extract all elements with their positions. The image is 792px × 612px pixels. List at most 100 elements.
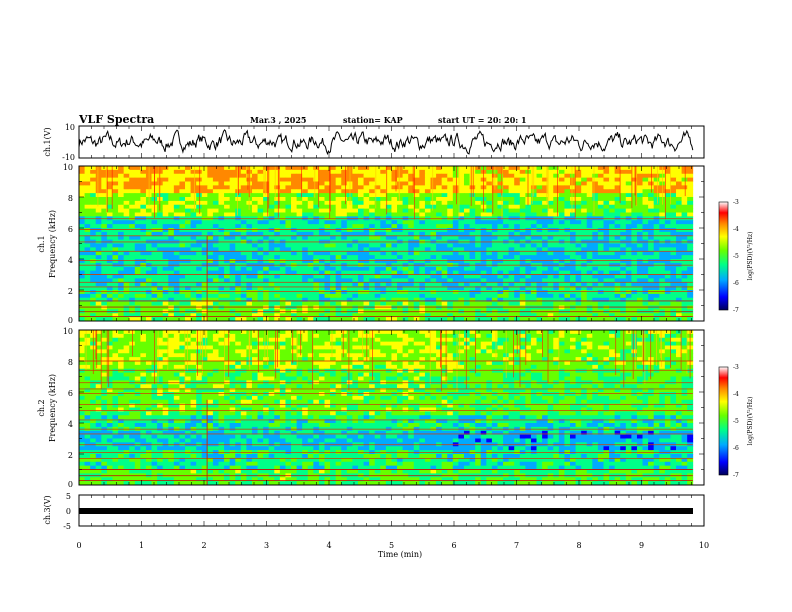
spec-cell: [430, 173, 437, 179]
spec-cell: [514, 189, 521, 194]
spec-cell: [419, 266, 426, 272]
spec-cell: [240, 333, 247, 339]
spec-cell: [503, 177, 510, 182]
spec-cell: [514, 259, 521, 264]
spec-cell: [391, 290, 398, 295]
spec-cell: [553, 278, 560, 283]
spec-cell: [687, 166, 694, 171]
spec-cell: [374, 197, 381, 202]
spec-cell: [424, 330, 431, 335]
spec-cell: [330, 266, 337, 272]
spec-cell: [162, 313, 169, 318]
spec-cell: [235, 274, 242, 279]
spec-cell: [497, 317, 504, 322]
spec-cell: [620, 301, 627, 306]
spec-cell: [687, 193, 694, 198]
spec-cell: [296, 274, 303, 279]
spec-cell: [90, 212, 97, 217]
spec-cell: [246, 293, 253, 299]
spec-cell: [162, 305, 169, 310]
spec-cell: [614, 293, 621, 299]
spec-cell: [224, 274, 231, 279]
spec-cell: [374, 220, 381, 225]
spec-cell: [173, 293, 180, 299]
spec-cell: [112, 251, 119, 256]
spec-cell: [279, 293, 286, 299]
spec-cell: [129, 197, 136, 202]
spec-cell: [279, 208, 286, 213]
spec-cell: [84, 290, 91, 295]
spec-cell: [118, 270, 125, 275]
spec-cell: [285, 204, 292, 210]
spec-cell: [357, 293, 364, 299]
spec-cell: [145, 286, 152, 291]
spec-cell: [592, 235, 599, 241]
spec-cell: [408, 259, 415, 264]
spec-cell: [357, 169, 364, 175]
spec-cell: [173, 317, 180, 322]
spec-cell: [397, 333, 404, 339]
spec-cell: [162, 337, 169, 343]
spec-cell: [207, 330, 214, 335]
spec-cell: [547, 259, 554, 264]
spec-cell: [274, 169, 281, 175]
spec-cell: [508, 224, 515, 229]
spec-cell: [251, 208, 258, 213]
spec-cell: [168, 189, 175, 194]
spec-cell: [224, 247, 231, 252]
spec-cell: [224, 166, 231, 171]
spec-cell: [609, 286, 616, 291]
spec-cell: [391, 259, 398, 264]
spec-cell: [279, 185, 286, 190]
spec-cell: [101, 278, 108, 283]
spec-cell: [519, 255, 526, 260]
spec-cell: [564, 224, 571, 229]
spec-cell: [357, 259, 364, 264]
spec-cell: [212, 235, 219, 241]
spec-cell: [335, 235, 342, 241]
spec-cell: [101, 197, 108, 202]
spec-cell: [145, 317, 152, 322]
spec-cell: [263, 317, 270, 322]
spec-cell: [659, 286, 666, 291]
spec-cell: [397, 274, 404, 279]
spec-cell: [285, 259, 292, 264]
spec-cell: [101, 231, 108, 237]
spec-cell: [424, 282, 431, 287]
spec-cell: [123, 282, 130, 287]
spec-cell: [458, 251, 465, 256]
spec-cell: [341, 293, 348, 299]
spec-cell: [380, 197, 387, 202]
spec-cell: [525, 313, 532, 318]
spec-cell: [402, 305, 409, 310]
spec-cell: [687, 278, 694, 283]
spec-cell: [575, 243, 582, 248]
spec-cell: [452, 228, 459, 233]
spec-cell: [118, 212, 125, 217]
spec-cell: [134, 243, 141, 248]
spec-cell: [296, 212, 303, 217]
spec-cell: [542, 197, 549, 202]
spec-cell: [90, 251, 97, 256]
spec-cell: [240, 220, 247, 225]
spec-cell: [653, 231, 660, 237]
spec-cell: [441, 313, 448, 318]
spec-cell: [179, 173, 186, 179]
spec-cell: [586, 197, 593, 202]
spec-cell: [330, 185, 337, 190]
spec-cell: [430, 189, 437, 194]
spec-cell: [257, 231, 264, 237]
spec-cell: [469, 197, 476, 202]
spec-cell: [508, 189, 515, 194]
spec-cell: [614, 278, 621, 283]
spec-cell: [257, 278, 264, 283]
spec-cell: [330, 251, 337, 256]
spec-cell: [525, 286, 532, 291]
spec-cell: [212, 208, 219, 213]
spec-cell: [330, 173, 337, 179]
spec-cell: [475, 330, 482, 335]
spec-cell: [380, 181, 387, 186]
spec-cell: [224, 243, 231, 248]
spec-cell: [123, 297, 130, 303]
spec-cell: [614, 274, 621, 279]
